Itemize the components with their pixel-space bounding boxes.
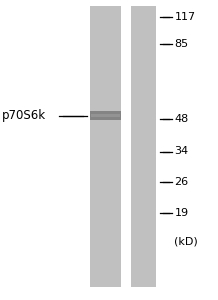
Bar [90,6,121,286]
Bar [91,114,120,117]
Text: 117: 117 [174,12,196,22]
Text: 19: 19 [174,208,189,218]
Text: (kD): (kD) [174,236,198,247]
Bar [131,6,156,286]
Text: 85: 85 [174,39,189,50]
Text: 48: 48 [174,114,189,124]
Text: p70S6k: p70S6k [2,109,46,122]
Bar [90,111,121,120]
Text: 34: 34 [174,146,189,157]
Text: 26: 26 [174,177,189,188]
